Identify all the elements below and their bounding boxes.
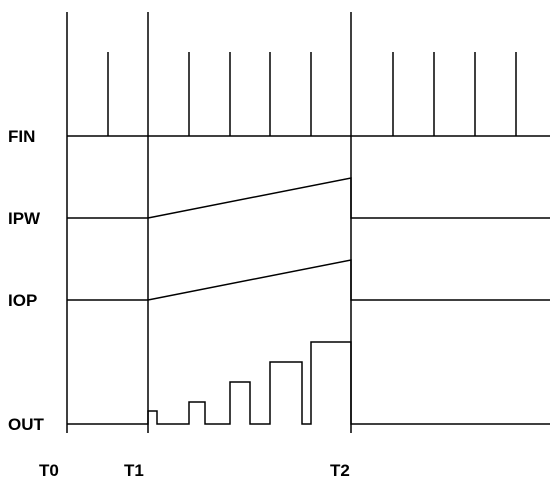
iop-waveform: [67, 259, 550, 301]
time-label-t1: T1: [124, 461, 144, 480]
time-label-t0: T0: [39, 461, 59, 480]
signal-label-out: OUT: [8, 415, 45, 434]
fin-waveform: [67, 52, 550, 137]
signal-label-iop: IOP: [8, 291, 37, 310]
out-waveform: [67, 341, 550, 425]
ipw-waveform: [67, 177, 550, 219]
time-label-t2: T2: [330, 461, 350, 480]
signal-label-ipw: IPW: [8, 209, 41, 228]
signal-label-fin: FIN: [8, 127, 35, 146]
